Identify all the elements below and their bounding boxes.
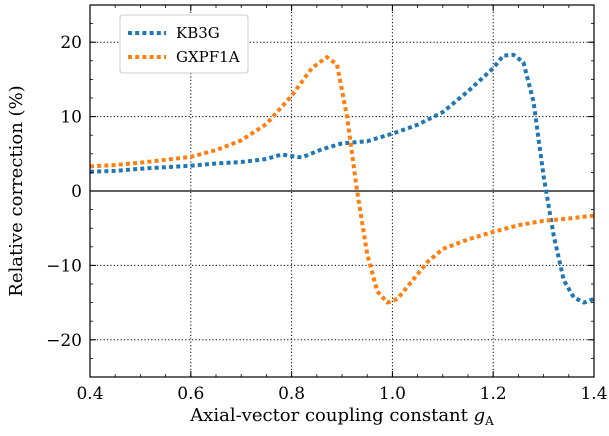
legend-label-gxpf1a: GXPF1A bbox=[176, 48, 240, 66]
series-line-gxpf1a bbox=[89, 55, 595, 305]
x-tick-label: 0.6 bbox=[177, 384, 204, 404]
x-axis-label-symbol: g bbox=[474, 405, 486, 426]
x-tick-label: 1.4 bbox=[580, 384, 607, 404]
tick-labels: 0.4 0.6 0.8 1.0 1.2 1.4 −20 −10 0 10 20 bbox=[46, 33, 607, 404]
x-tick-label: 0.4 bbox=[76, 384, 103, 404]
y-tick-label: 10 bbox=[60, 108, 82, 128]
x-axis-label: Axial-vector coupling constant gA bbox=[189, 405, 494, 428]
x-axis-label-text: Axial-vector coupling constant bbox=[189, 405, 473, 426]
x-tick-label: 0.8 bbox=[278, 384, 305, 404]
x-tick-label: 1.2 bbox=[480, 384, 507, 404]
series-lines bbox=[89, 52, 595, 305]
x-axis-label-subscript: A bbox=[484, 414, 494, 428]
grid bbox=[90, 5, 594, 377]
y-tick-label: 0 bbox=[71, 182, 82, 202]
series-line-kb3g bbox=[89, 52, 595, 305]
ticks bbox=[89, 4, 595, 378]
y-tick-label: −20 bbox=[46, 331, 82, 351]
y-tick-label: 20 bbox=[60, 33, 82, 53]
x-tick-label: 1.0 bbox=[379, 384, 406, 404]
y-axis-label: Relative correction (%) bbox=[6, 85, 27, 296]
y-tick-label: −10 bbox=[46, 256, 82, 276]
legend-label-kb3g: KB3G bbox=[176, 24, 220, 42]
legend: KB3G GXPF1A bbox=[119, 14, 249, 74]
